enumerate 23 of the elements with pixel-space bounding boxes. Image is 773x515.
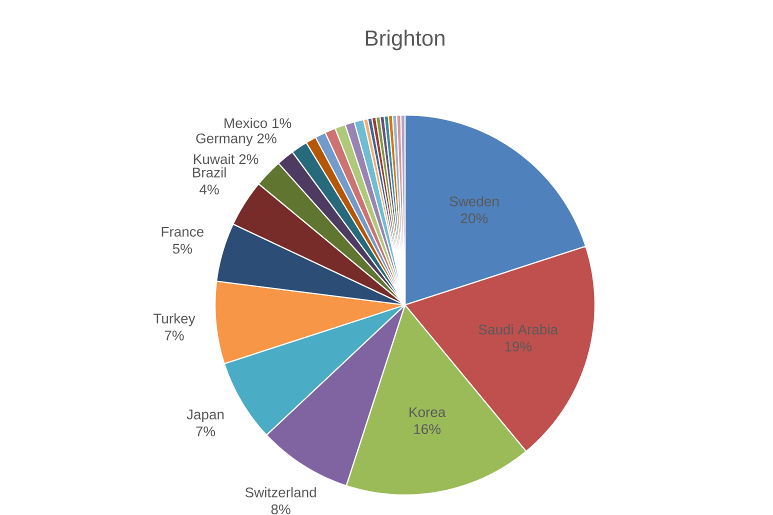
data-label: 8% <box>271 504 290 514</box>
slice-label: Japan <box>186 410 224 422</box>
slice-label: Brazil <box>192 167 226 178</box>
data-label: 2% <box>239 154 258 164</box>
data-label: 5% <box>172 244 192 254</box>
slice-label: Turkey <box>153 313 196 326</box>
slice-label: Saudi Arabia <box>478 324 558 334</box>
slice-label: Mexico <box>224 118 268 128</box>
slice-label: Sweden <box>450 196 499 206</box>
slice-label: France <box>162 226 204 237</box>
data-label: 7% <box>164 330 184 340</box>
data-label: 1% <box>272 118 292 128</box>
slice-label: Korea <box>410 407 446 417</box>
slice-label: Kuwait <box>194 154 235 164</box>
data-label: 7% <box>196 426 216 436</box>
data-label: 16% <box>414 424 441 434</box>
slice-label: Germany <box>196 133 253 146</box>
slice-label: Switzerland <box>245 486 316 498</box>
chart-title: Brighton <box>366 30 444 50</box>
data-label: 4% <box>200 184 219 194</box>
data-label: 2% <box>257 133 276 144</box>
data-label: 20% <box>460 213 488 224</box>
data-label: 19% <box>505 341 532 352</box>
